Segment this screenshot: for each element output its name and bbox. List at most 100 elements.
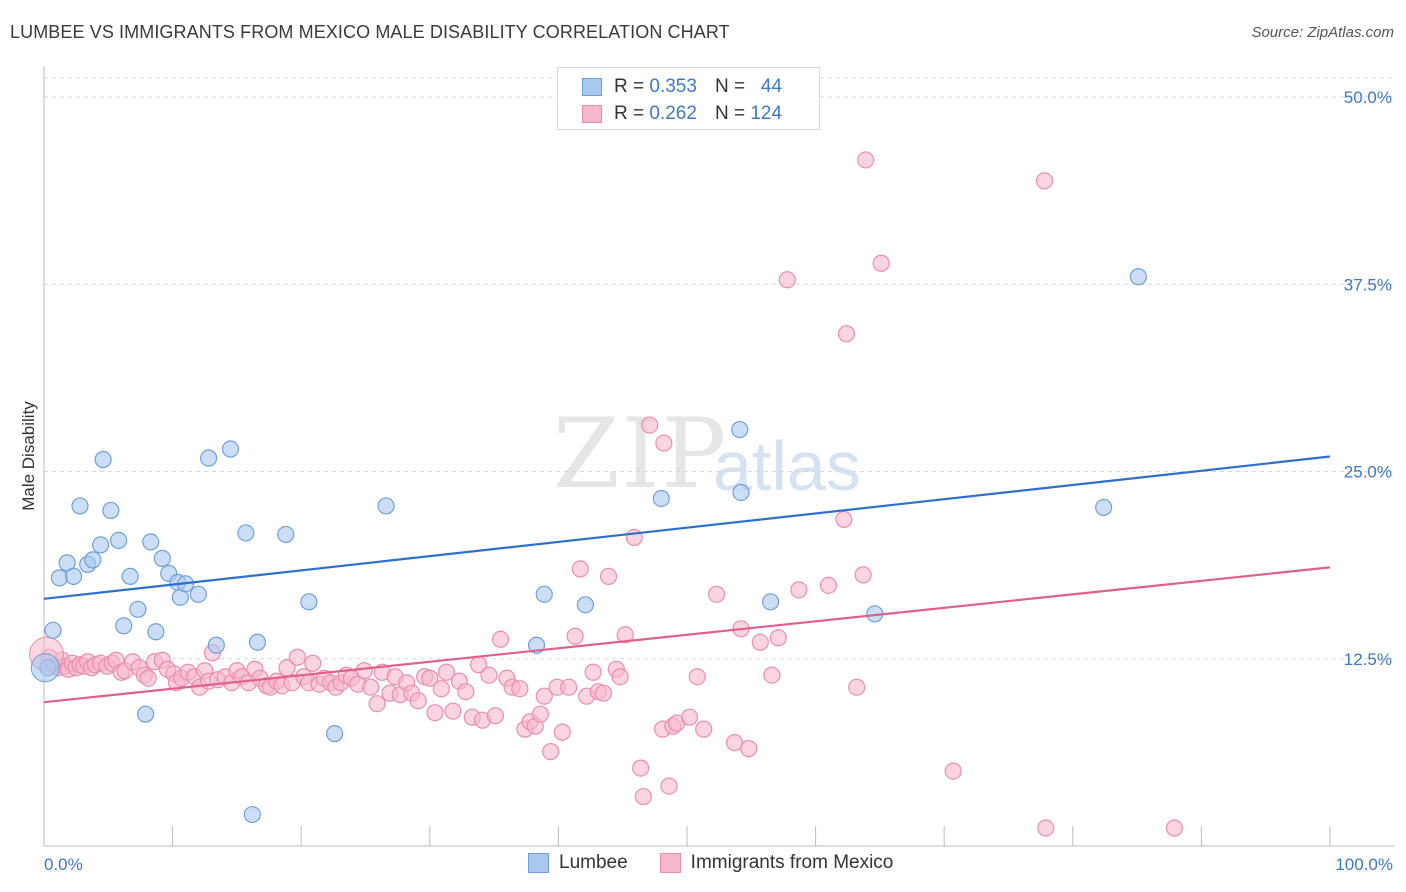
point-lumbee xyxy=(248,633,267,651)
point-lumbee xyxy=(731,420,749,439)
point-immigrants xyxy=(368,695,386,713)
series-immigrants-points xyxy=(29,151,1183,837)
point-immigrants xyxy=(944,762,962,780)
point-lumbee xyxy=(377,497,395,515)
point-immigrants xyxy=(611,668,629,686)
y-tick-label: 37.5% xyxy=(1344,275,1392,294)
point-immigrants xyxy=(854,566,872,584)
point-lumbee xyxy=(221,440,240,458)
legend-swatch-lumbee xyxy=(582,78,602,96)
bottom-legend-swatch-mexico xyxy=(659,853,681,873)
trend-line-immigrants xyxy=(43,566,1331,704)
point-immigrants xyxy=(790,581,808,599)
point-lumbee xyxy=(115,617,133,635)
legend-r-label: R = xyxy=(614,103,645,124)
point-lumbee xyxy=(326,725,344,743)
point-immigrants xyxy=(457,683,475,701)
point-lumbee xyxy=(237,524,255,542)
point-lumbee xyxy=(102,501,120,520)
point-immigrants xyxy=(872,254,890,272)
point-immigrants xyxy=(480,666,498,684)
point-immigrants xyxy=(819,576,838,594)
point-lumbee xyxy=(200,449,218,467)
point-lumbee xyxy=(535,585,553,603)
point-immigrants xyxy=(355,662,373,680)
point-immigrants xyxy=(566,627,584,645)
chart-title: LUMBEE VS IMMIGRANTS FROM MEXICO MALE DI… xyxy=(10,22,730,42)
x-tick-label-min: 0.0% xyxy=(44,855,83,874)
point-immigrants xyxy=(688,668,706,686)
point-immigrants xyxy=(763,666,781,684)
legend-n-label: N = xyxy=(714,103,746,124)
point-lumbee xyxy=(71,497,89,515)
point-lumbee xyxy=(761,593,780,611)
point-immigrants xyxy=(560,678,578,696)
point-lumbee xyxy=(147,623,165,641)
point-lumbee xyxy=(277,525,295,544)
legend-n-label: N = xyxy=(714,76,746,97)
point-immigrants xyxy=(835,510,853,529)
point-lumbee xyxy=(129,600,147,618)
point-immigrants xyxy=(680,708,699,726)
point-immigrants xyxy=(707,585,726,603)
legend-r-value: 0.262 xyxy=(649,103,697,124)
point-lumbee xyxy=(732,483,750,502)
point-immigrants xyxy=(769,629,787,647)
point-lumbee xyxy=(109,531,128,550)
point-immigrants xyxy=(139,669,157,687)
bottom-legend-label-lumbee: Lumbee xyxy=(559,852,628,873)
axes xyxy=(43,66,1394,847)
legend-box: R = 0.353 N = 44 R = 0.262 N = 124 xyxy=(557,67,820,130)
point-lumbee xyxy=(44,621,62,639)
point-immigrants xyxy=(778,271,796,289)
y-axis-label: Male Disability xyxy=(19,401,38,511)
point-immigrants xyxy=(641,416,659,434)
bottom-legend-label-mexico: Immigrants from Mexico xyxy=(690,852,894,873)
point-immigrants xyxy=(584,663,602,681)
point-lumbee xyxy=(1095,498,1113,517)
point-lumbee xyxy=(94,450,112,469)
legend-n-value: 124 xyxy=(750,103,783,124)
point-immigrants xyxy=(437,663,456,681)
point-immigrants xyxy=(426,704,444,722)
legend-row-lumbee: R = 0.353 N = 44 xyxy=(582,76,782,98)
point-immigrants xyxy=(848,678,866,696)
point-immigrants xyxy=(362,678,380,696)
point-immigrants xyxy=(535,687,553,705)
axis-labels: 12.5% 25.0% 37.5% 50.0% 0.0% 100.0% Male Disab… xyxy=(19,88,1393,874)
point-immigrants xyxy=(751,633,769,651)
point-immigrants xyxy=(660,777,678,795)
trend-line-lumbee xyxy=(43,455,1331,600)
point-lumbee xyxy=(576,596,595,614)
point-immigrants xyxy=(632,759,650,777)
point-immigrants xyxy=(599,567,618,585)
point-lumbee xyxy=(153,549,171,567)
point-lumbee xyxy=(142,533,160,551)
point-immigrants xyxy=(432,680,450,698)
source-label: Source: ZipAtlas.com xyxy=(1251,24,1394,41)
point-immigrants xyxy=(491,630,510,648)
point-lumbee xyxy=(84,551,102,569)
point-immigrants xyxy=(1037,819,1055,837)
point-lumbee xyxy=(207,636,225,654)
bottom-legend: Lumbee Immigrants from Mexico xyxy=(528,852,893,874)
point-lumbee xyxy=(300,593,318,611)
point-immigrants xyxy=(634,787,652,806)
x-tick-label-max: 100.0% xyxy=(1335,855,1393,874)
point-immigrants xyxy=(837,325,856,343)
point-immigrants xyxy=(486,707,504,725)
watermark-zip: ZIP xyxy=(553,398,729,510)
legend-r-label: R = xyxy=(614,76,645,97)
y-tick-label: 25.0% xyxy=(1344,463,1392,482)
bottom-legend-swatch-lumbee xyxy=(528,853,549,873)
point-lumbee xyxy=(121,567,139,585)
point-immigrants xyxy=(740,740,758,758)
point-immigrants xyxy=(288,648,306,666)
legend-swatch-mexico xyxy=(582,105,602,123)
point-lumbee xyxy=(243,805,261,824)
point-immigrants xyxy=(1165,819,1183,837)
grid-lines xyxy=(44,77,1394,660)
point-lumbee xyxy=(189,585,207,603)
point-lumbee xyxy=(652,489,670,508)
